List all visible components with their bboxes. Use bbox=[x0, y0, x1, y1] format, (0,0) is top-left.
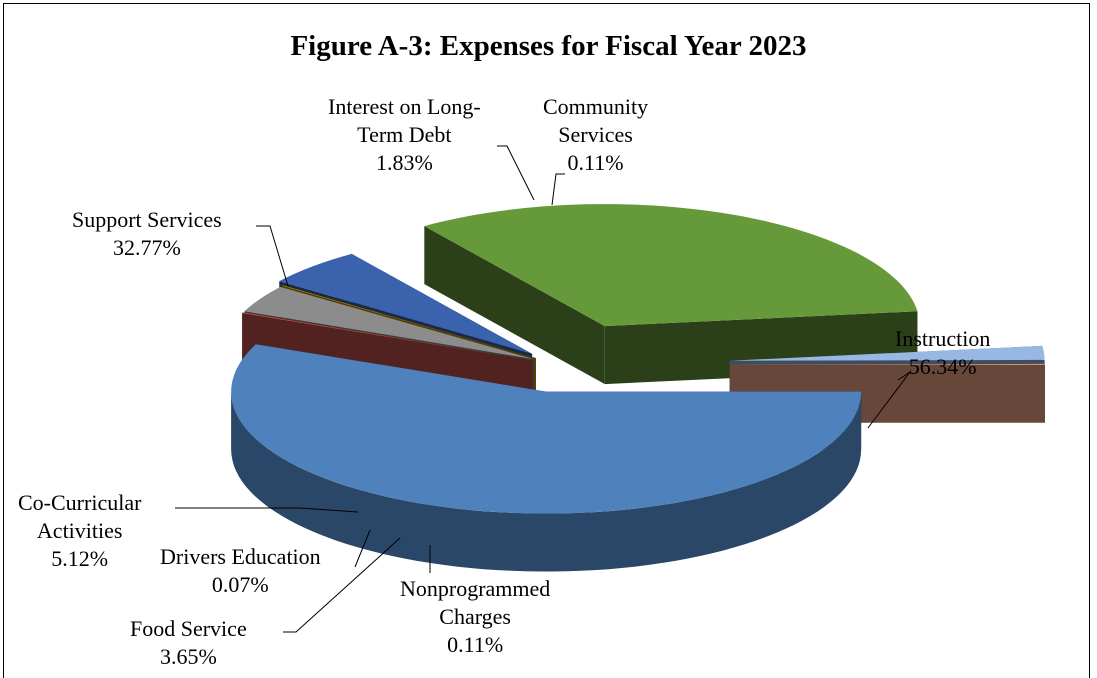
slice-label-support-services: Support Services 32.77% bbox=[72, 207, 222, 260]
leader-line bbox=[867, 371, 911, 429]
chart-title: Figure A-3: Expenses for Fiscal Year 202… bbox=[290, 30, 807, 62]
slice-top bbox=[242, 312, 533, 361]
slice-top bbox=[244, 286, 534, 360]
slice-side bbox=[231, 391, 862, 572]
leader-line bbox=[497, 145, 535, 201]
slice-top bbox=[424, 204, 918, 327]
slice-label-co-curricular-activities: Co-Curricular Activities 5.12% bbox=[18, 490, 142, 571]
slice-instruction bbox=[231, 344, 862, 572]
slice-top bbox=[729, 345, 1045, 361]
slice-top bbox=[729, 363, 1045, 365]
leader-line bbox=[256, 225, 289, 287]
slice-top bbox=[231, 344, 862, 514]
leader-line bbox=[354, 529, 371, 568]
slice-label-drivers-education: Drivers Education 0.07% bbox=[160, 544, 321, 597]
slice-label-instruction: Instruction 56.34% bbox=[895, 326, 991, 379]
slice-wall bbox=[424, 226, 605, 385]
leader-line bbox=[175, 507, 359, 513]
slice-label-community-services: Community Services 0.11% bbox=[543, 94, 649, 175]
slice-label-nonprogrammed-charges: Nonprogrammed Charges 0.11% bbox=[400, 576, 551, 657]
leader-line bbox=[283, 537, 401, 633]
slice-label-interest-on-long-term-debt: Interest on Long- Term Debt 1.83% bbox=[328, 94, 481, 175]
slice-top bbox=[282, 285, 536, 359]
slice-label-food-service: Food Service 3.65% bbox=[130, 616, 247, 669]
leader-line bbox=[551, 173, 565, 206]
slice-top bbox=[279, 253, 533, 354]
